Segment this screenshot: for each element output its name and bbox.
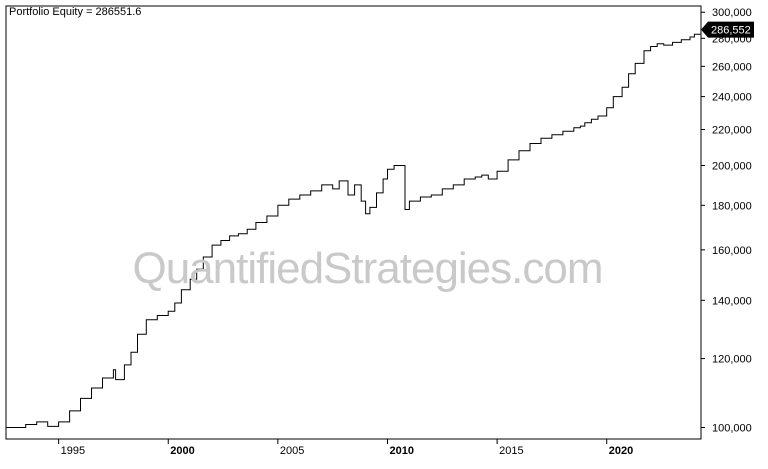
plot-area: [5, 5, 702, 440]
x-tick-label: 2005: [280, 445, 304, 457]
x-tick-label: 2010: [389, 445, 413, 457]
equity-line: [6, 29, 702, 428]
y-tick-label: 220,000: [712, 124, 752, 136]
y-tick-label: 120,000: [712, 354, 752, 366]
series-group: [6, 29, 702, 428]
x-tick-label: 2000: [170, 445, 194, 457]
x-tick-label: 1995: [61, 445, 85, 457]
last-value-marker: 286,552: [701, 21, 754, 38]
y-axis: 100,000 120,000 140,000 160,000 180,000 200,0…: [701, 7, 752, 434]
last-value-label: 286,552: [711, 25, 751, 37]
chart-title: Portfolio Equity = 286551.6: [9, 6, 142, 18]
y-tick-label: 180,000: [712, 200, 752, 212]
y-tick-label: 140,000: [712, 295, 752, 307]
x-tick-label: 2015: [499, 445, 523, 457]
x-axis: 1995 2000 2005 2010 2015 2020: [58, 439, 633, 457]
y-tick-label: 200,000: [712, 161, 752, 173]
y-tick-label: 300,000: [712, 7, 752, 19]
watermark: QuantifiedStrategies.com: [132, 244, 603, 293]
y-tick-label: 240,000: [712, 92, 752, 104]
last-value-box: [701, 21, 754, 38]
y-tick-label: 160,000: [712, 245, 752, 257]
x-tick-label: 2020: [609, 445, 633, 457]
y-tick-label: 100,000: [712, 422, 752, 434]
y-tick-label: 260,000: [712, 61, 752, 73]
